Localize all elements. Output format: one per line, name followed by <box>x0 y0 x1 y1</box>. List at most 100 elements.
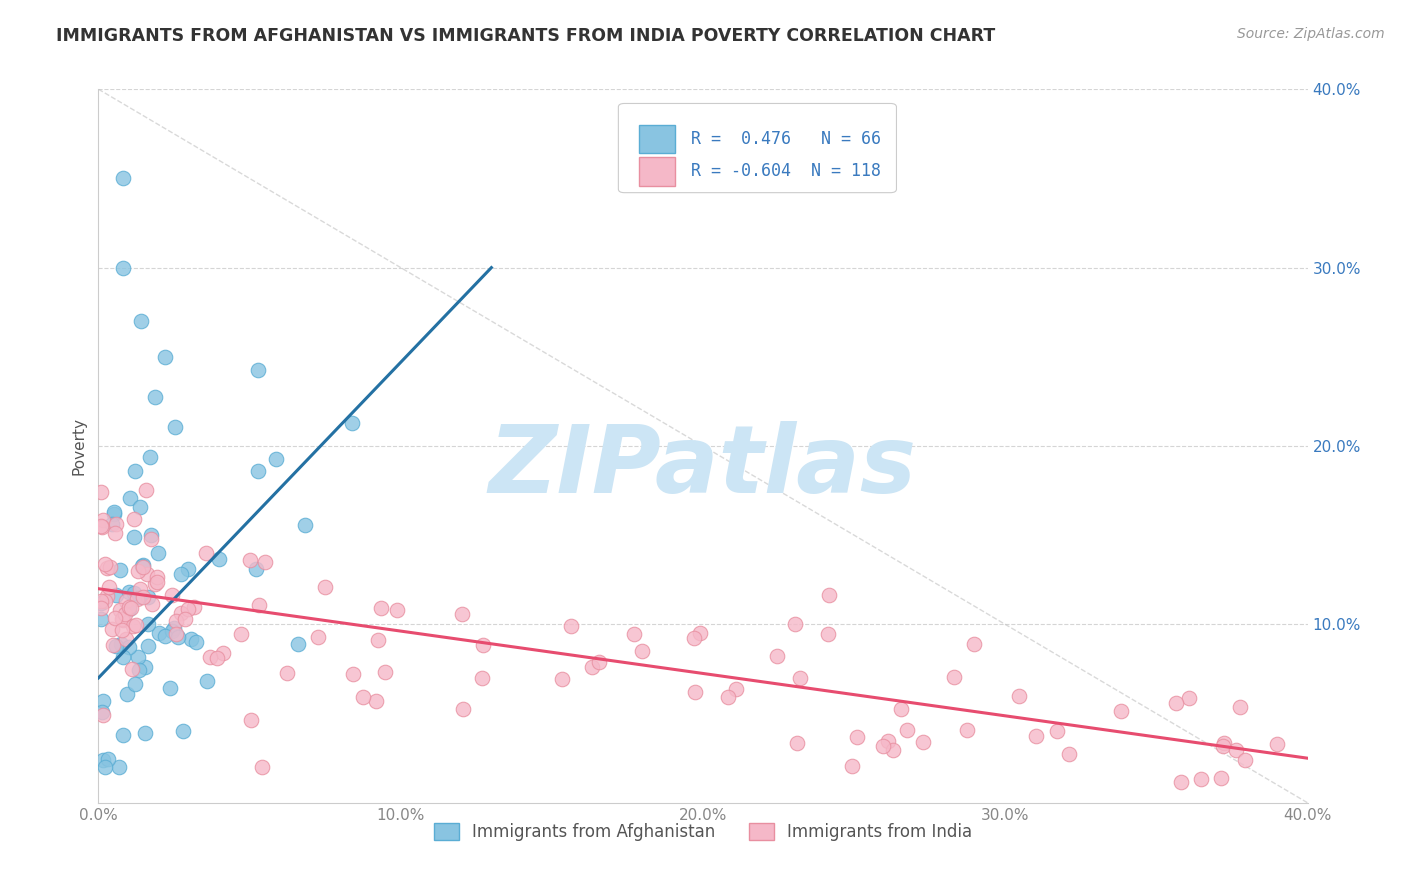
Point <box>845 731 868 745</box>
Point <box>93 593 115 607</box>
Point <box>103 507 125 521</box>
Point <box>724 682 747 697</box>
Point <box>623 627 645 641</box>
Point <box>307 630 329 644</box>
Point <box>103 638 125 652</box>
Point <box>96 561 118 575</box>
Point <box>132 560 155 574</box>
Point <box>93 557 115 571</box>
Point <box>132 591 155 605</box>
Point <box>942 670 965 684</box>
Point <box>159 681 181 696</box>
Point <box>91 513 114 527</box>
Point <box>129 500 152 514</box>
Point <box>103 505 125 519</box>
Point <box>231 627 253 641</box>
Point <box>166 630 188 644</box>
Y-axis label: Poverty: Poverty <box>72 417 87 475</box>
Point <box>141 597 163 611</box>
Point <box>785 616 807 631</box>
Point <box>98 560 121 574</box>
Point <box>115 632 138 647</box>
Point <box>127 650 149 665</box>
Point <box>118 600 141 615</box>
Point <box>451 702 474 716</box>
Point <box>174 612 197 626</box>
Point <box>165 614 187 628</box>
Point <box>122 530 145 544</box>
Point <box>145 575 167 590</box>
Text: ZIPatlas: ZIPatlas <box>489 421 917 514</box>
Point <box>717 690 740 704</box>
Point <box>146 546 169 560</box>
Point <box>112 650 135 665</box>
Point <box>165 627 187 641</box>
Point <box>471 671 494 685</box>
Point <box>108 603 131 617</box>
Point <box>118 602 141 616</box>
Point <box>163 621 186 635</box>
Legend: Immigrants from Afghanistan, Immigrants from India: Immigrants from Afghanistan, Immigrants … <box>427 816 979 848</box>
Point <box>111 613 134 627</box>
Point <box>1008 690 1031 704</box>
Point <box>118 584 141 599</box>
Point <box>118 640 141 655</box>
Point <box>105 516 128 531</box>
Point <box>890 702 912 716</box>
Point <box>105 640 128 654</box>
Point <box>170 606 193 620</box>
Point <box>124 464 146 478</box>
Point <box>342 667 364 681</box>
Point <box>136 617 159 632</box>
Point <box>104 526 127 541</box>
Point <box>111 260 134 275</box>
Point <box>124 677 146 691</box>
Point <box>134 660 156 674</box>
Point <box>111 171 134 186</box>
Point <box>160 588 183 602</box>
Text: Source: ZipAtlas.com: Source: ZipAtlas.com <box>1237 27 1385 41</box>
Point <box>90 600 112 615</box>
Point <box>1109 704 1132 718</box>
Point <box>208 552 231 566</box>
Point <box>581 660 603 674</box>
Point <box>104 611 127 625</box>
Point <box>184 635 207 649</box>
Point <box>1059 747 1081 761</box>
Point <box>963 637 986 651</box>
Point <box>252 759 274 773</box>
Point <box>689 626 711 640</box>
Point <box>90 593 112 607</box>
Point <box>872 739 894 754</box>
Point <box>1178 690 1201 705</box>
Point <box>1209 771 1232 785</box>
Point <box>141 528 163 542</box>
Point <box>247 363 270 377</box>
Point <box>143 390 166 404</box>
Point <box>90 596 112 610</box>
Point <box>136 590 159 604</box>
Point <box>877 734 900 748</box>
FancyBboxPatch shape <box>619 103 897 193</box>
Point <box>266 452 288 467</box>
Point <box>247 598 270 612</box>
Point <box>896 723 918 738</box>
Point <box>160 624 183 638</box>
Point <box>169 567 191 582</box>
Point <box>287 637 309 651</box>
Point <box>364 693 387 707</box>
Point <box>163 419 186 434</box>
Point <box>110 612 132 626</box>
Point <box>108 563 131 577</box>
Point <box>108 760 131 774</box>
Point <box>127 592 149 607</box>
Point <box>128 663 150 677</box>
Point <box>146 570 169 584</box>
Point <box>1225 742 1247 756</box>
Point <box>240 713 263 727</box>
Point <box>97 751 120 765</box>
Point <box>96 589 118 603</box>
Point <box>153 350 176 364</box>
Point <box>122 586 145 600</box>
Point <box>211 646 233 660</box>
